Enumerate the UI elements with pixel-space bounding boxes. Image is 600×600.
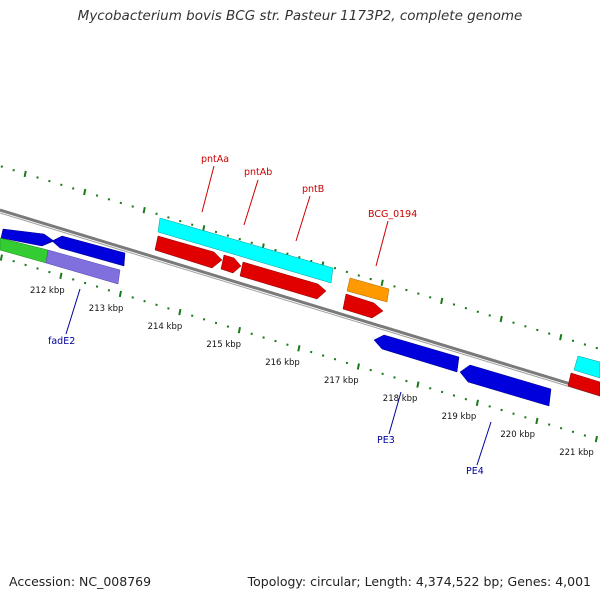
leader-fadE2 <box>65 288 81 335</box>
tick-label-1: 212 kbp <box>30 286 65 296</box>
upper-tick <box>83 188 87 196</box>
lower-tick <box>59 272 63 279</box>
upper-tick <box>142 207 146 214</box>
gene-red-right[interactable] <box>567 372 600 397</box>
genome-backbone <box>0 208 600 397</box>
lower-tick <box>594 435 598 443</box>
gene-cyan-right[interactable] <box>573 355 600 379</box>
tick-label-5: 216 kbp <box>265 358 300 368</box>
gene-blue-2[interactable] <box>51 235 126 267</box>
tick-label-8: 219 kbp <box>442 412 477 422</box>
gene-blue-1[interactable] <box>0 228 55 247</box>
tick-label-7: 218 kbp <box>383 394 418 404</box>
tick-label-4: 215 kbp <box>206 340 241 350</box>
label-BCG_0194: BCG_0194 <box>368 209 417 220</box>
tick-label-2: 213 kbp <box>89 304 124 314</box>
gene-BCG_0194[interactable] <box>346 277 390 303</box>
lower-tick <box>0 254 3 261</box>
upper-tick <box>380 279 384 286</box>
gene-fadE2[interactable] <box>45 249 121 285</box>
lower-tick <box>297 345 301 352</box>
label-fadE2: fadE2 <box>48 336 75 347</box>
upper-tick <box>559 334 563 341</box>
tick-labels: 212 kbp 213 kbp 214 kbp 215 kbp 216 kbp 217 k… <box>30 286 594 458</box>
leader-BCG_0194 <box>375 220 389 267</box>
upper-tick <box>23 170 27 178</box>
label-PE4: PE4 <box>466 466 484 477</box>
leader-pntAa <box>201 165 215 213</box>
lower-tick <box>475 399 479 406</box>
genome-title: Mycobacterium bovis BCG str. Pasteur 117… <box>77 8 523 24</box>
upper-dotted-track <box>0 165 598 350</box>
lower-tick <box>178 308 182 316</box>
gene-cyan-pnt[interactable] <box>157 217 334 284</box>
accession-text: Accession: NC_008769 <box>9 574 152 589</box>
label-pntB: pntB <box>302 184 324 195</box>
leader-PE4 <box>476 421 492 466</box>
gene-PE4[interactable] <box>459 364 552 407</box>
lower-tick <box>416 381 420 388</box>
gene-red-4[interactable] <box>342 293 384 319</box>
topology-text: Topology: circular; Length: 4,374,522 bp… <box>247 574 591 589</box>
tick-label-9: 220 kbp <box>500 430 535 440</box>
lower-dotted-track <box>0 254 598 443</box>
label-PE3: PE3 <box>377 435 395 446</box>
label-pntAa: pntAa <box>201 154 229 165</box>
label-pntAb: pntAb <box>244 167 272 178</box>
tick-label-3: 214 kbp <box>148 322 183 332</box>
leader-pntB <box>295 195 311 242</box>
lower-tick <box>118 290 122 298</box>
upper-tick <box>499 315 503 323</box>
gene-red-1[interactable] <box>154 235 223 269</box>
tick-label-6: 217 kbp <box>324 376 359 386</box>
tick-label-10: 221 kbp <box>559 448 594 458</box>
gene-red-2[interactable] <box>220 254 242 274</box>
lower-tick <box>237 327 241 334</box>
lower-tick <box>356 363 360 370</box>
leader-PE3 <box>388 391 402 435</box>
gene-PE3[interactable] <box>373 334 460 373</box>
gene-red-3[interactable] <box>239 261 327 300</box>
upper-tick <box>440 297 444 305</box>
leader-pntAb <box>243 179 259 226</box>
lower-tick <box>535 417 539 425</box>
